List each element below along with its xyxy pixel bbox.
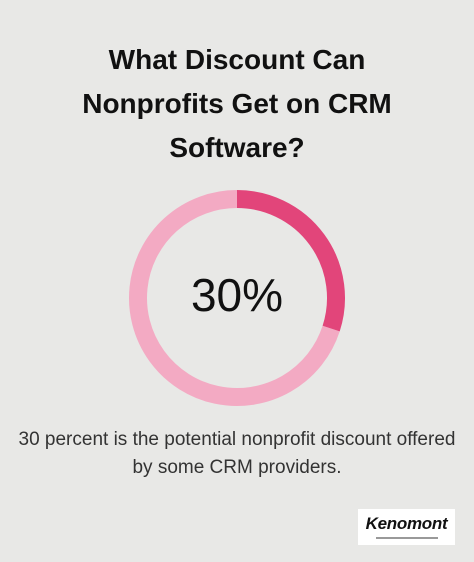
chart-title: What Discount Can Nonprofits Get on CRM … [82, 44, 392, 163]
logo-text: Kenomont [365, 514, 448, 533]
logo-rule [375, 537, 438, 539]
center-label: 30% [191, 269, 283, 321]
donut-segment [129, 190, 340, 406]
donut-segment [236, 190, 345, 332]
logo: Kenomont [358, 509, 455, 545]
caption: 30 percent is the potential nonprofit di… [18, 429, 456, 478]
